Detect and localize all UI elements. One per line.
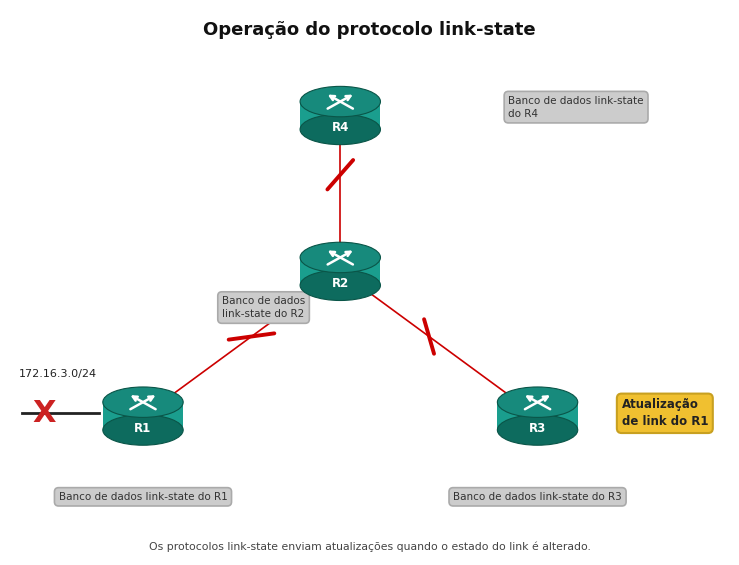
Text: X: X — [33, 399, 56, 428]
PathPatch shape — [300, 258, 381, 285]
Ellipse shape — [103, 415, 183, 445]
Text: R3: R3 — [529, 422, 546, 435]
Ellipse shape — [103, 387, 183, 418]
Ellipse shape — [300, 242, 381, 273]
Text: R4: R4 — [332, 121, 349, 134]
Text: Banco de dados link-state do R3: Banco de dados link-state do R3 — [453, 492, 622, 502]
Text: 172.16.3.0/24: 172.16.3.0/24 — [18, 370, 97, 379]
Text: R2: R2 — [332, 277, 349, 290]
Text: Os protocolos link-state enviam atualizações quando o estado do link é alterado.: Os protocolos link-state enviam atualiza… — [149, 542, 590, 553]
Text: R1: R1 — [134, 422, 151, 435]
PathPatch shape — [103, 402, 183, 430]
PathPatch shape — [300, 102, 381, 129]
Text: Banco de dados link-state
do R4: Banco de dados link-state do R4 — [508, 95, 644, 119]
Text: Banco de dados link-state do R1: Banco de dados link-state do R1 — [58, 492, 228, 502]
Text: Operação do protocolo link-state: Operação do protocolo link-state — [203, 21, 536, 39]
PathPatch shape — [497, 402, 578, 430]
Text: Atualização
de link do R1: Atualização de link do R1 — [621, 398, 708, 428]
Ellipse shape — [497, 387, 578, 418]
Ellipse shape — [300, 114, 381, 145]
Ellipse shape — [300, 270, 381, 301]
Ellipse shape — [300, 86, 381, 117]
Ellipse shape — [497, 415, 578, 445]
Text: Banco de dados
link-state do R2: Banco de dados link-state do R2 — [222, 296, 305, 319]
